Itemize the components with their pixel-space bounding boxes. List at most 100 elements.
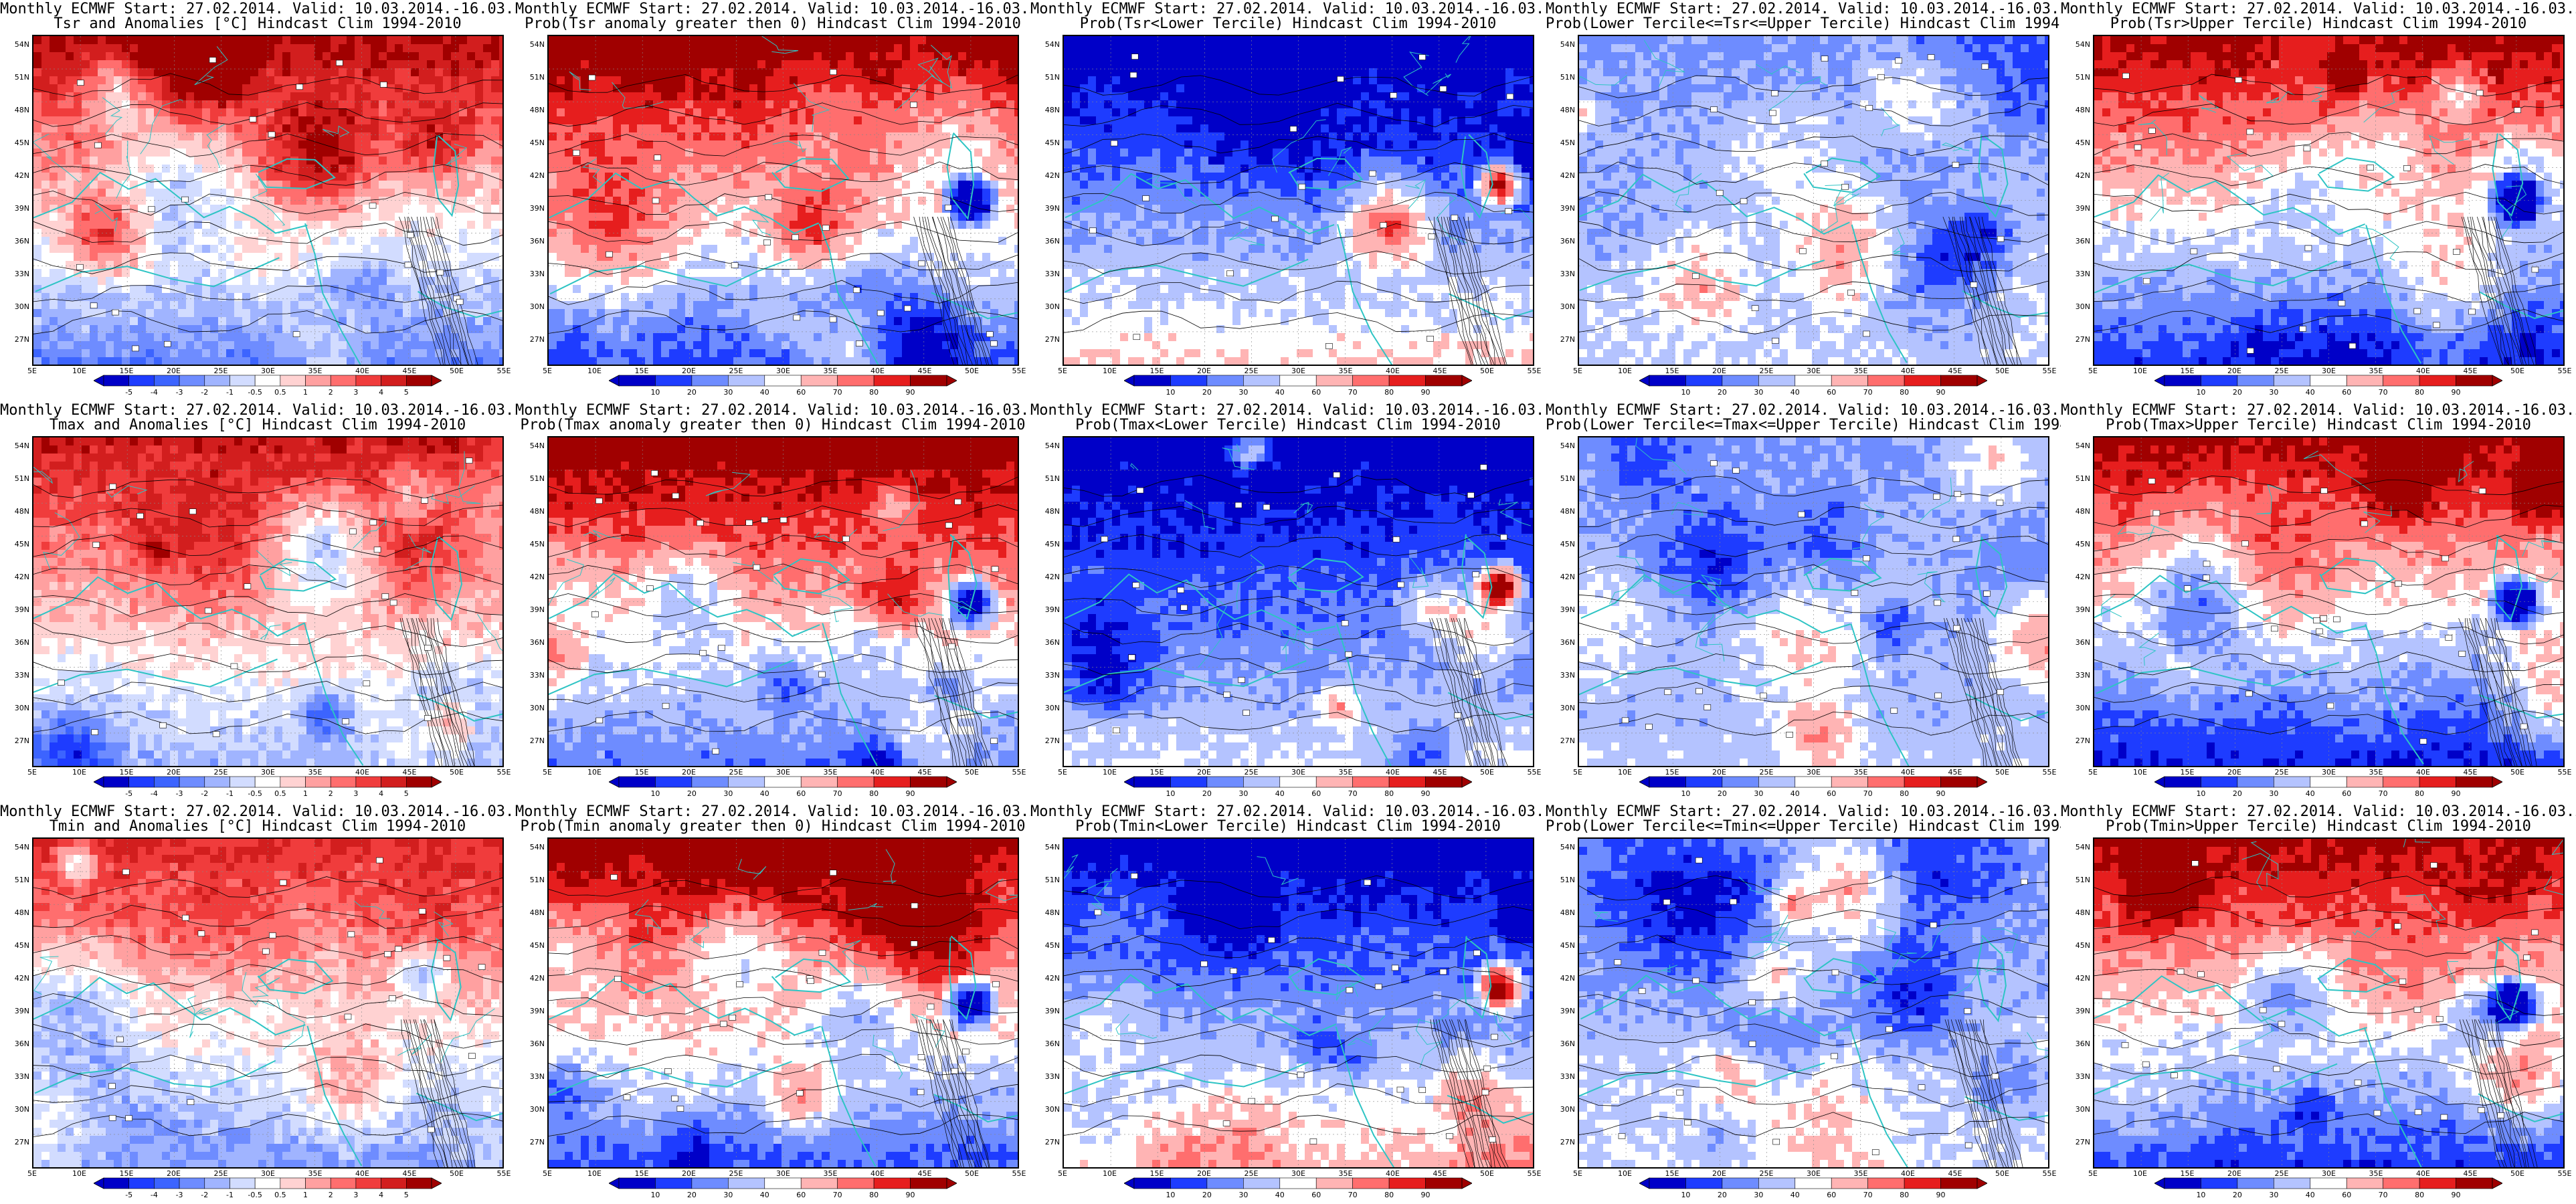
latitude-label: 45N	[2063, 540, 2090, 548]
colorbar-swatch	[1388, 776, 1426, 788]
latitude-label: 45N	[1033, 138, 1060, 147]
latitude-label: 30N	[3, 704, 29, 712]
longitude-label: 15E	[628, 367, 655, 375]
longitude-label: 25E	[723, 1169, 749, 1178]
colorbar-swatch	[229, 776, 256, 788]
longitude-label: 45E	[1942, 367, 1968, 375]
panel-title-line1: Monthly ECMWF Start: 27.02.2014. Valid: …	[1546, 403, 2061, 419]
colorbar-tick-label: 60	[1311, 789, 1321, 798]
temperature-contours	[549, 476, 1018, 766]
coastline	[1579, 876, 2048, 1167]
colorbar-swatch	[280, 1177, 306, 1189]
longitude-label: 10E	[2127, 768, 2154, 777]
colorbar-ticks: -5 -4 -3 -2 -1 -0.5 0.5 1 2 3 4 5	[94, 1191, 442, 1200]
colorbar-swatch	[280, 375, 306, 387]
longitude-label: 15E	[2174, 367, 2201, 375]
colorbar-tick-label: 1	[303, 388, 308, 397]
colorbar-tick-label: 20	[687, 388, 697, 397]
colorbar-tick-label: 40	[760, 388, 769, 397]
colorbar-tick-label: 10	[1166, 1191, 1175, 1199]
latitude-label: 51N	[3, 73, 29, 82]
longitude-label: 55E	[2551, 367, 2576, 375]
longitude-label: 15E	[2174, 768, 2201, 777]
colorbar-tick-label: 40	[1790, 789, 1800, 798]
colorbar-tick-label: 70	[1348, 388, 1358, 397]
station-markers	[591, 470, 999, 755]
colorbar-swatch	[873, 1177, 911, 1189]
colorbar-tick-label: -3	[176, 1191, 183, 1199]
map-canvas	[1064, 437, 1533, 766]
latitude-label: 51N	[1033, 876, 1060, 884]
colorbar-extend-right	[1461, 375, 1473, 387]
colorbar-ticks: 10 20 30 40 60 70 80 90	[1124, 1191, 1472, 1200]
longitude-label: 10E	[581, 367, 608, 375]
longitude-label: 35E	[2363, 1169, 2389, 1178]
latitude-label: 27N	[1033, 1138, 1060, 1146]
latitude-label: 45N	[1548, 138, 1575, 147]
longitude-label: 40E	[864, 367, 891, 375]
colorbar-swatch	[1170, 375, 1208, 387]
coastline	[1064, 854, 1533, 1167]
longitude-label: 15E	[1659, 1169, 1685, 1178]
panel-title-line1: Monthly ECMWF Start: 27.02.2014. Valid: …	[515, 403, 1030, 419]
longitude-label: 25E	[1238, 367, 1265, 375]
latitude-label: 45N	[1548, 941, 1575, 950]
colorbar-swatch	[254, 1177, 281, 1189]
longitude-label: 55E	[490, 1169, 515, 1178]
longitude-label: 25E	[1753, 1169, 1780, 1178]
panel-title-line1: Monthly ECMWF Start: 27.02.2014. Valid: …	[1546, 1, 2061, 17]
colorbar-tick-label: 60	[796, 789, 806, 798]
shaded-field	[549, 437, 1018, 766]
colorbar-swatch	[2274, 375, 2311, 387]
latitude-label: 45N	[1548, 540, 1575, 548]
graticule	[549, 437, 1018, 766]
shaded-field	[33, 839, 502, 1167]
latitude-label: 30N	[1033, 1105, 1060, 1114]
shaded-field	[549, 36, 1018, 365]
colorbar-tick-label: 1	[303, 1191, 308, 1199]
longitude-label: 50E	[1474, 768, 1501, 777]
latitude-label: 39N	[1033, 204, 1060, 213]
latitude-label: 30N	[518, 704, 545, 712]
temperature-contours	[2094, 476, 2563, 766]
colorbar	[1123, 375, 1473, 387]
colorbar-tick-label: 30	[1754, 789, 1763, 798]
probability-map-icon	[547, 35, 1019, 366]
colorbar-extend-right	[1461, 776, 1473, 788]
panel-title-line1: Monthly ECMWF Start: 27.02.2014. Valid: …	[515, 804, 1030, 820]
colorbar-swatch	[103, 1177, 129, 1189]
panel-title-line1: Monthly ECMWF Start: 27.02.2014. Valid: …	[0, 403, 515, 419]
colorbar-swatch	[1831, 1177, 1868, 1189]
longitude-label: 10E	[66, 768, 93, 777]
longitude-label: 10E	[2127, 367, 2154, 375]
panel-title-line2: Prob(Tmin anomaly greater then 0) Hindca…	[515, 819, 1030, 835]
longitude-label: 10E	[2127, 1169, 2154, 1178]
latitude-label: 39N	[1548, 1007, 1575, 1015]
colorbar	[1639, 1177, 1988, 1189]
colorbar-swatch	[381, 375, 407, 387]
map-canvas	[549, 437, 1018, 766]
colorbar-swatch	[2383, 1177, 2420, 1189]
longitude-label: 20E	[1706, 768, 1733, 777]
latitude-label: 27N	[2063, 335, 2090, 344]
colorbar-tick-label: 0.5	[274, 388, 286, 397]
colorbar-ticks: 10 20 30 40 60 70 80 90	[2154, 388, 2502, 397]
colorbar-tick-label: 60	[2342, 388, 2351, 397]
latitude-label: 30N	[2063, 1105, 2090, 1114]
colorbar-tick-label: 20	[1718, 789, 1727, 798]
latitude-label: 42N	[1548, 974, 1575, 983]
colorbar	[93, 375, 442, 387]
longitude-label: 50E	[1989, 367, 2016, 375]
longitude-label: 5E	[19, 1169, 45, 1178]
colorbar-swatch	[2456, 1177, 2493, 1189]
latitude-label: 51N	[1548, 876, 1575, 884]
latitude-label: 27N	[3, 335, 29, 344]
longitude-label: 20E	[1191, 367, 1218, 375]
colorbar-tick-label: -4	[151, 789, 158, 798]
colorbar-swatch	[1315, 375, 1353, 387]
map-canvas	[33, 839, 502, 1167]
longitude-label: 5E	[2080, 1169, 2106, 1178]
coastline	[2094, 450, 2563, 765]
colorbar-tick-label: 60	[1311, 388, 1321, 397]
coastline	[2094, 839, 2563, 1167]
